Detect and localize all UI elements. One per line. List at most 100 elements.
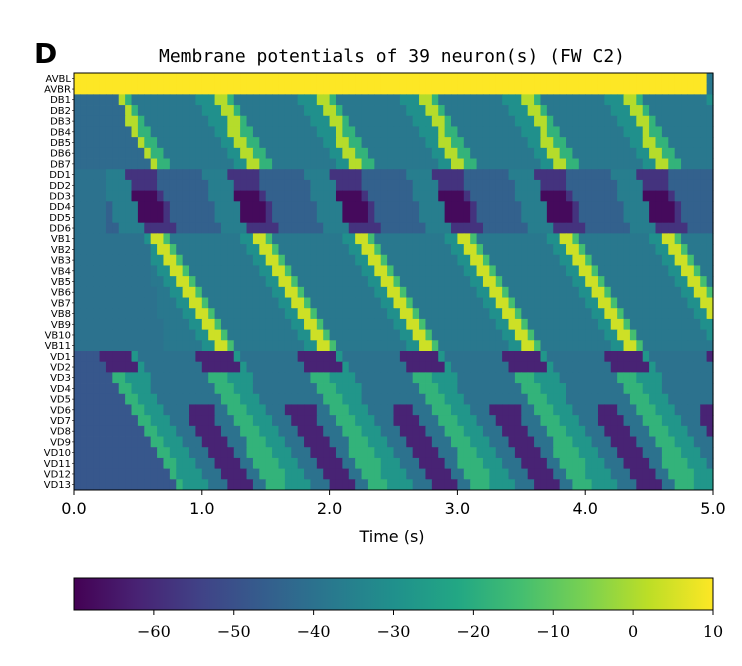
heatmap-cell bbox=[623, 297, 631, 309]
heatmap-cell bbox=[553, 212, 561, 224]
heatmap-cell bbox=[335, 137, 343, 149]
heatmap-cell bbox=[419, 105, 427, 117]
heatmap-cell bbox=[284, 351, 292, 363]
heatmap-cell bbox=[374, 137, 382, 149]
heatmap-cell bbox=[189, 158, 197, 170]
heatmap-cell bbox=[201, 158, 209, 170]
heatmap-cell bbox=[367, 276, 375, 288]
heatmap-cell bbox=[706, 212, 714, 224]
heatmap-cell bbox=[137, 222, 145, 234]
heatmap-cell bbox=[687, 468, 695, 480]
heatmap-cell bbox=[259, 297, 267, 309]
heatmap-cell bbox=[661, 297, 669, 309]
heatmap-cell bbox=[597, 404, 605, 416]
heatmap-cell bbox=[105, 361, 113, 373]
heatmap-cell bbox=[80, 105, 88, 117]
heatmap-cell bbox=[131, 105, 139, 117]
heatmap-cell bbox=[297, 351, 305, 363]
heatmap-cell bbox=[157, 436, 165, 448]
heatmap-cell bbox=[553, 244, 561, 256]
heatmap-cell bbox=[457, 286, 465, 298]
heatmap-cell bbox=[227, 361, 235, 373]
heatmap-cell bbox=[246, 126, 254, 138]
heatmap-cell bbox=[623, 158, 631, 170]
heatmap-cell bbox=[214, 340, 222, 352]
heatmap-cell bbox=[297, 126, 305, 138]
heatmap-cell bbox=[668, 276, 676, 288]
heatmap-cell bbox=[451, 190, 458, 202]
heatmap-cell bbox=[604, 383, 612, 395]
heatmap-cell bbox=[278, 329, 286, 341]
heatmap-cell bbox=[585, 201, 593, 213]
heatmap-cell bbox=[604, 447, 612, 459]
heatmap-cell bbox=[189, 254, 197, 266]
heatmap-cell bbox=[329, 83, 337, 95]
heatmap-cell bbox=[86, 83, 94, 95]
heatmap-cell bbox=[304, 276, 312, 288]
heatmap-cell bbox=[240, 115, 248, 127]
heatmap-cell bbox=[412, 115, 420, 127]
heatmap-cell bbox=[463, 201, 471, 213]
heatmap-cell bbox=[668, 190, 676, 202]
heatmap-cell bbox=[502, 318, 510, 331]
heatmap-cell bbox=[412, 404, 420, 416]
heatmap-cell bbox=[220, 276, 228, 288]
heatmap-cell bbox=[163, 265, 171, 277]
heatmap-cell bbox=[706, 351, 714, 363]
heatmap-cell bbox=[425, 222, 433, 234]
heatmap-cell bbox=[425, 265, 433, 277]
heatmap-cell bbox=[668, 329, 676, 341]
heatmap-cell bbox=[610, 286, 618, 298]
heatmap-cell bbox=[406, 372, 414, 384]
heatmap-cell bbox=[233, 340, 241, 352]
heatmap-cell bbox=[425, 179, 433, 192]
heatmap-cell bbox=[623, 190, 631, 202]
heatmap-cell bbox=[233, 137, 241, 149]
heatmap-cell bbox=[623, 351, 631, 363]
heatmap-cell bbox=[335, 329, 343, 341]
heatmap-cell bbox=[380, 318, 388, 331]
heatmap-cell bbox=[246, 190, 254, 202]
heatmap-cell bbox=[112, 447, 120, 459]
heatmap-cell bbox=[521, 169, 529, 181]
heatmap-cell bbox=[489, 415, 497, 427]
heatmap-cell bbox=[502, 201, 510, 213]
heatmap-cell bbox=[284, 276, 292, 288]
heatmap-cell bbox=[272, 201, 280, 213]
heatmap-cell bbox=[93, 436, 101, 448]
heatmap-cell bbox=[137, 286, 145, 298]
heatmap-cell bbox=[629, 329, 637, 341]
heatmap-cell bbox=[150, 179, 158, 192]
heatmap-cell bbox=[342, 425, 350, 437]
heatmap-cell bbox=[572, 479, 580, 491]
heatmap-cell bbox=[316, 222, 324, 234]
heatmap-cell bbox=[278, 83, 286, 95]
heatmap-cell bbox=[591, 73, 599, 85]
heatmap-cell bbox=[316, 297, 324, 309]
heatmap-cell bbox=[463, 425, 471, 437]
heatmap-cell bbox=[451, 254, 458, 266]
heatmap-cell bbox=[451, 286, 458, 298]
heatmap-cell bbox=[585, 404, 593, 416]
heatmap-cell bbox=[329, 457, 337, 470]
heatmap-cell bbox=[144, 83, 152, 95]
heatmap-cell bbox=[99, 222, 107, 234]
heatmap-cell bbox=[636, 83, 644, 95]
colorbar-gradient bbox=[73, 577, 714, 611]
heatmap-cell bbox=[681, 147, 689, 159]
heatmap-cell bbox=[150, 190, 158, 202]
heatmap-cell bbox=[233, 308, 241, 320]
heatmap-cell bbox=[463, 329, 471, 341]
heatmap-cell bbox=[572, 276, 580, 288]
heatmap-cell bbox=[374, 265, 382, 277]
heatmap-cell bbox=[355, 340, 363, 352]
heatmap-cell bbox=[367, 447, 375, 459]
heatmap-cell bbox=[419, 73, 427, 85]
heatmap-cell bbox=[380, 436, 388, 448]
heatmap-cell bbox=[335, 436, 343, 448]
heatmap-cell bbox=[367, 308, 375, 320]
heatmap-cell bbox=[208, 105, 216, 117]
heatmap-cell bbox=[700, 415, 708, 427]
heatmap-cell bbox=[272, 340, 280, 352]
heatmap-cell bbox=[182, 479, 190, 491]
